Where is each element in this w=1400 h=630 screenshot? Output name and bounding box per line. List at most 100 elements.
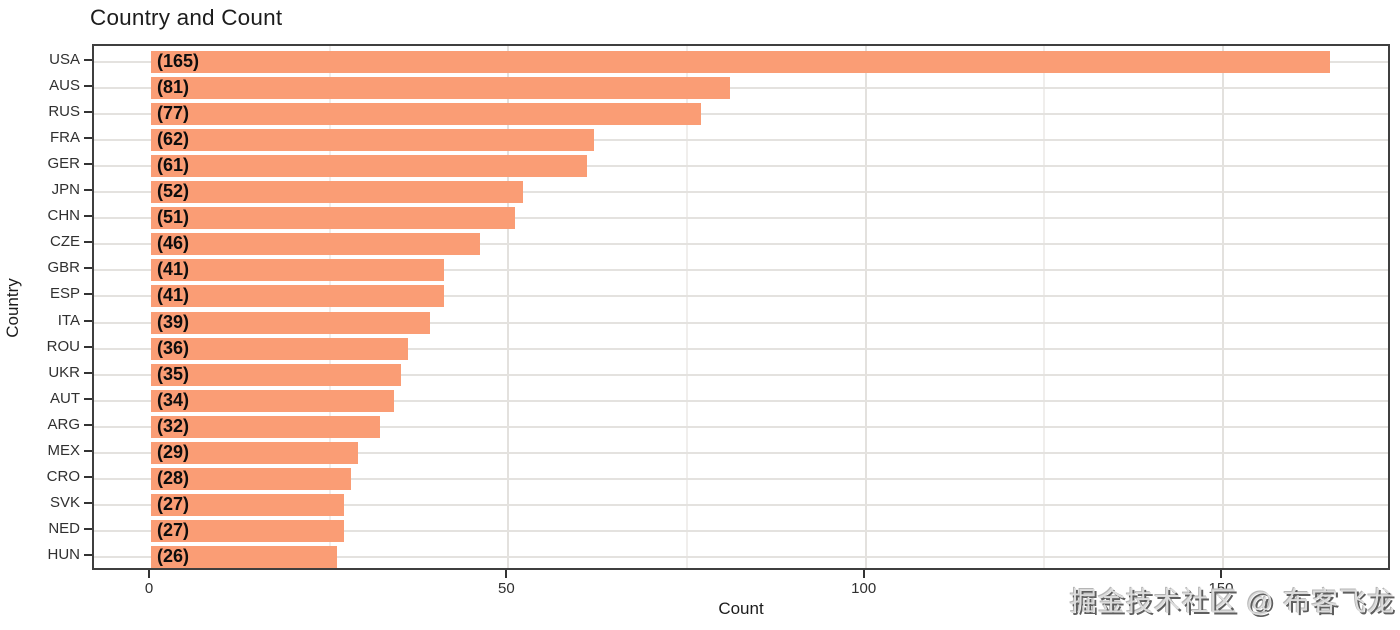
bar-rou bbox=[151, 337, 409, 360]
bar-fra bbox=[151, 129, 595, 152]
bar-value-label: (27) bbox=[157, 519, 190, 540]
y-tick-label-aus: AUS bbox=[49, 77, 80, 95]
y-tick-label-esp: ESP bbox=[49, 285, 80, 303]
x-tick-mark bbox=[148, 570, 150, 578]
bar-gbr bbox=[151, 259, 444, 282]
y-tick-mark bbox=[84, 111, 92, 114]
y-tick-mark bbox=[84, 215, 92, 218]
gridline-horizontal bbox=[94, 555, 1388, 558]
y-tick-label-ukr: UKR bbox=[48, 363, 80, 381]
gridline-horizontal bbox=[94, 503, 1388, 506]
gridline-horizontal bbox=[94, 87, 1388, 90]
y-tick-label-mex: MEX bbox=[47, 441, 80, 459]
bar-value-label: (32) bbox=[157, 415, 190, 436]
bar-value-label: (51) bbox=[157, 207, 190, 228]
y-tick-mark bbox=[84, 163, 92, 166]
bar-ita bbox=[151, 311, 430, 334]
y-tick-mark bbox=[84, 527, 92, 530]
y-tick-mark bbox=[84, 267, 92, 270]
y-tick-label-aut: AUT bbox=[50, 389, 80, 407]
bar-aut bbox=[151, 389, 394, 412]
bar-value-label: (61) bbox=[157, 155, 190, 176]
y-axis-title: Country bbox=[3, 278, 22, 338]
bar-hun bbox=[151, 545, 337, 568]
x-axis-title: Count bbox=[718, 599, 764, 618]
y-tick-mark bbox=[84, 475, 92, 478]
y-tick-label-fra: FRA bbox=[50, 129, 80, 147]
x-tick-mark bbox=[505, 570, 508, 578]
bar-value-label: (52) bbox=[157, 181, 190, 202]
x-tick-label-50: 50 bbox=[497, 580, 515, 597]
bar-mex bbox=[151, 441, 359, 464]
watermark-text: 掘金技术社区 @ 布客飞龙 bbox=[1069, 587, 1395, 617]
y-tick-mark bbox=[84, 423, 92, 426]
y-tick-mark bbox=[84, 553, 92, 556]
gridline-vertical-major bbox=[864, 46, 867, 568]
y-tick-label-ita: ITA bbox=[57, 311, 80, 329]
bar-value-label: (39) bbox=[157, 311, 190, 332]
gridline-horizontal bbox=[94, 113, 1388, 116]
gridline-horizontal bbox=[94, 269, 1388, 272]
bar-value-label: (28) bbox=[157, 467, 190, 488]
y-tick-mark bbox=[84, 371, 92, 374]
y-tick-label-ned: NED bbox=[48, 519, 80, 537]
gridline-horizontal bbox=[94, 451, 1388, 454]
gridline-horizontal bbox=[94, 399, 1388, 402]
y-tick-mark bbox=[84, 189, 92, 192]
gridline-vertical-minor bbox=[1043, 46, 1046, 568]
y-tick-label-arg: ARG bbox=[47, 415, 80, 433]
bar-value-label: (41) bbox=[157, 259, 190, 280]
y-tick-label-chn: CHN bbox=[47, 207, 81, 225]
y-tick-label-usa: USA bbox=[49, 51, 80, 68]
bar-value-label: (165) bbox=[157, 51, 200, 71]
y-tick-mark bbox=[84, 59, 92, 61]
y-tick-mark bbox=[84, 241, 92, 244]
gridline-vertical-major bbox=[1222, 46, 1224, 568]
y-tick-label-cze: CZE bbox=[50, 233, 80, 251]
gridline-horizontal bbox=[94, 191, 1388, 194]
y-tick-mark bbox=[84, 137, 92, 140]
gridline-horizontal bbox=[94, 321, 1388, 324]
y-tick-mark bbox=[84, 345, 92, 348]
gridline-horizontal bbox=[94, 477, 1388, 480]
bar-value-label: (35) bbox=[157, 363, 190, 384]
y-tick-mark bbox=[84, 85, 92, 88]
x-tick-label-0: 0 bbox=[144, 580, 154, 597]
y-tick-label-gbr: GBR bbox=[47, 259, 80, 277]
bar-value-label: (41) bbox=[157, 285, 190, 306]
bar-value-label: (81) bbox=[157, 77, 190, 98]
x-tick-label-100: 100 bbox=[851, 580, 877, 597]
bar-chn bbox=[151, 207, 516, 230]
x-tick-mark bbox=[862, 570, 865, 578]
bar-value-label: (77) bbox=[157, 103, 190, 124]
bar-esp bbox=[151, 285, 444, 308]
bar-arg bbox=[151, 415, 380, 438]
bar-usa bbox=[151, 51, 1331, 73]
bar-rus bbox=[151, 103, 702, 126]
bar-value-label: (46) bbox=[157, 233, 190, 254]
gridline-horizontal bbox=[94, 165, 1388, 168]
gridline-vertical-major bbox=[507, 46, 510, 568]
bar-ned bbox=[151, 519, 344, 542]
x-tick-mark bbox=[1220, 570, 1222, 578]
bar-value-label: (27) bbox=[157, 493, 190, 514]
y-tick-mark bbox=[84, 397, 92, 400]
y-tick-label-svk: SVK bbox=[49, 493, 80, 511]
bar-value-label: (62) bbox=[157, 129, 190, 150]
y-tick-label-rus: RUS bbox=[48, 103, 80, 121]
bar-ukr bbox=[151, 363, 402, 386]
y-tick-label-ger: GER bbox=[47, 155, 80, 173]
gridline-horizontal bbox=[94, 347, 1388, 350]
gridline-horizontal bbox=[94, 373, 1388, 376]
y-tick-label-cro: CRO bbox=[46, 467, 80, 485]
chart-title: Country and Count bbox=[90, 5, 283, 30]
plot-panel: (165) (81) (77) (62) (61) (52) (51) (46) (41) (41… bbox=[92, 44, 1390, 570]
gridline-horizontal bbox=[94, 243, 1388, 246]
y-tick-label-hun: HUN bbox=[47, 545, 81, 563]
bar-cro bbox=[151, 467, 352, 490]
bar-cze bbox=[151, 233, 480, 256]
y-tick-mark bbox=[84, 293, 92, 296]
gridline-vertical-minor bbox=[686, 46, 688, 568]
gridline-horizontal bbox=[94, 139, 1388, 142]
